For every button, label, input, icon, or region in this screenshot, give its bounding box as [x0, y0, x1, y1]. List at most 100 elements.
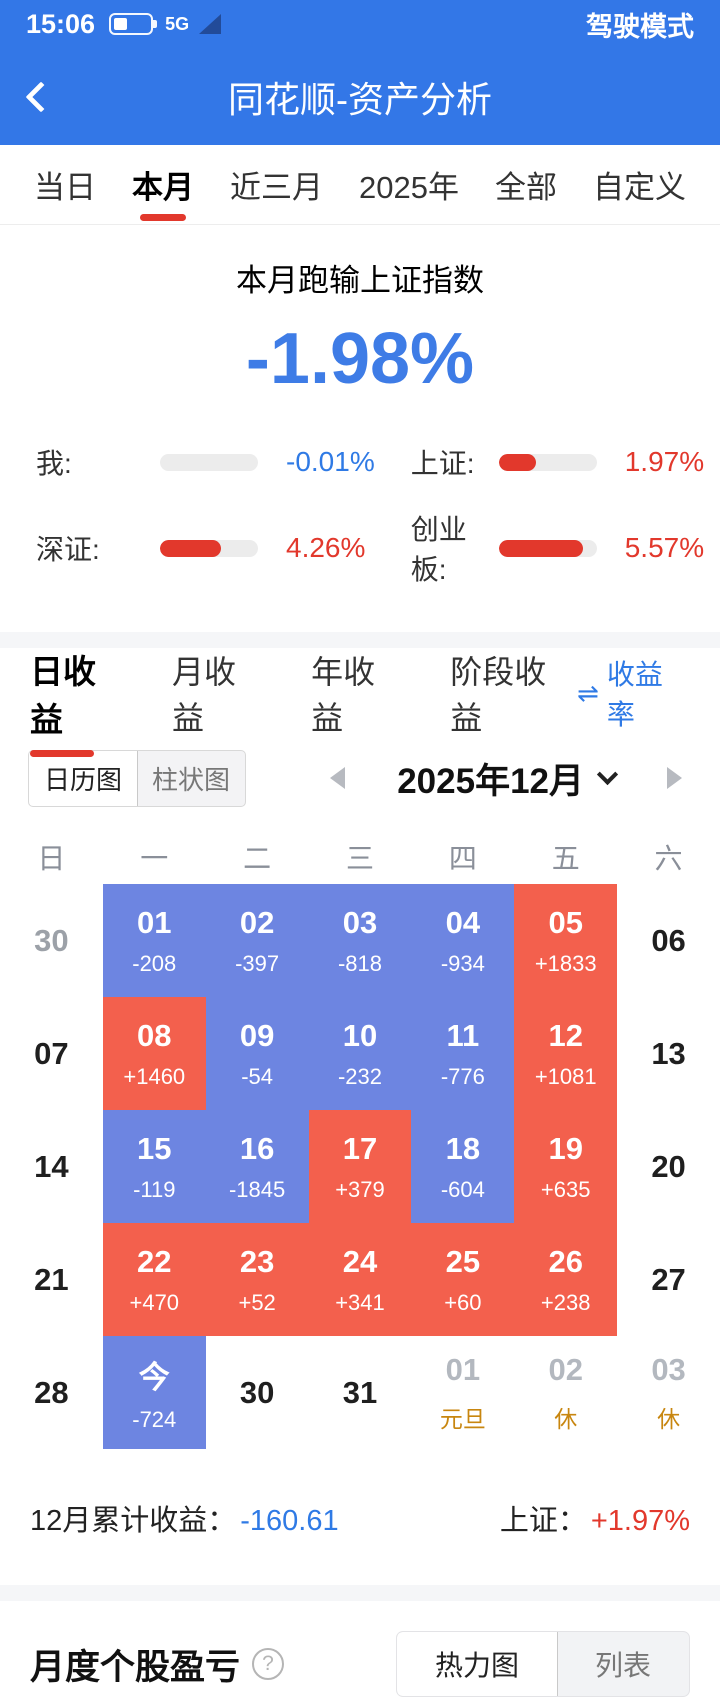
stat-row: 我: -0.01% [36, 442, 375, 482]
status-bar: 15:06 5G 驾驶模式 [0, 0, 720, 48]
calendar-day-cell[interactable]: 01 -208 [102, 884, 206, 997]
calendar-day-pnl: +238 [540, 1289, 591, 1315]
index-change: 上证： +1.97% [500, 1497, 690, 1539]
income-tab[interactable]: 阶段收益 [450, 654, 547, 736]
calendar-day-cell[interactable]: 17 +379 [308, 1110, 412, 1223]
signal-icon [199, 14, 222, 34]
calendar-day-number: 16 [239, 1130, 275, 1166]
period-tab[interactable]: 自定义 [592, 170, 686, 205]
stat-value: 1.97% [624, 446, 705, 477]
calendar-day-number: 12 [548, 1017, 583, 1053]
period-tab[interactable]: 当日 [34, 170, 96, 205]
view-toggle-option[interactable]: 列表 [594, 1650, 651, 1681]
calendar-day-pnl: -397 [235, 950, 280, 976]
weekday-label: 五 [551, 843, 580, 874]
calendar-day-cell[interactable]: 12 +1081 [514, 997, 618, 1110]
calendar-day-cell[interactable]: 15 -119 [102, 1110, 206, 1223]
view-toggle-option[interactable]: 日历图 [29, 750, 138, 806]
index-comparison-stats: 我: -0.01% 上证: 1.97% 深证: 4.26% 创业板: [36, 442, 704, 588]
calendar-day-cell[interactable]: 02 -397 [205, 884, 309, 997]
calendar-day-pnl: +60 [444, 1289, 482, 1315]
battery-icon [109, 13, 158, 35]
calendar-day-number: 14 [34, 1148, 69, 1184]
calendar-day-cell[interactable]: 04 -934 [411, 884, 515, 997]
view-toggle-option[interactable]: 柱状图 [152, 764, 231, 795]
rate-toggle-link[interactable]: ⇌ 收益率 [577, 653, 690, 733]
period-tab[interactable]: 本月 [132, 148, 194, 221]
calendar-day-cell[interactable]: 26 +238 [514, 1223, 618, 1336]
income-tab[interactable]: 年收益 [311, 654, 376, 736]
calendar-day-cell[interactable]: 23 +52 [205, 1223, 309, 1336]
calendar-day-cell[interactable]: 22 +470 [102, 1223, 206, 1336]
calendar-day-cell[interactable]: 08 +1460 [102, 997, 206, 1110]
stat-bar-fill [498, 539, 583, 557]
calendar-day-cell[interactable]: 31 [309, 1336, 412, 1449]
period-tab[interactable]: 全部 [494, 170, 557, 205]
monthly-total-label: 12月累计收益： [30, 1505, 237, 1537]
income-section-header: 日收益 月收益 年收益 阶段收益 ⇌ 收益率 [0, 650, 720, 757]
period-tab[interactable]: 2025年 [359, 170, 459, 205]
calendar-day-number: 30 [239, 1374, 275, 1410]
calendar-day-cell[interactable]: 16 -1845 [205, 1110, 309, 1223]
calendar-day-cell[interactable]: 27 [617, 1223, 720, 1336]
period-tab[interactable]: 近三月 [230, 170, 323, 205]
calendar-day-cell[interactable]: 28 [0, 1336, 103, 1449]
calendar-day-cell[interactable]: 02 休 [514, 1336, 617, 1449]
calendar-day-pnl: +1833 [534, 950, 597, 976]
calendar-grid: 30 01 -208 02 -397 03 -818 04 -934 05 [0, 884, 720, 1449]
income-tab[interactable]: 日收益 [30, 629, 128, 757]
calendar-day-number: 01 [445, 1351, 481, 1387]
stat-bar-fill [160, 539, 221, 557]
calendar-controls: 日历图 柱状图 2025年12月 [0, 742, 720, 814]
stat-bar-fill [498, 453, 536, 471]
calendar-day-number: 19 [548, 1130, 583, 1166]
weekday-label: 六 [654, 843, 683, 874]
calendar-day-cell[interactable]: 24 +341 [308, 1223, 412, 1336]
period-tab-bar: 当日 本月 近三月 2025年 全部 自定义 [0, 145, 720, 225]
calendar-day-cell[interactable]: 13 [617, 997, 720, 1110]
stat-bar-track [498, 453, 597, 471]
stat-row: 上证: 1.97% [411, 442, 704, 482]
calendar-day-cell[interactable]: 10 -232 [308, 997, 412, 1110]
index-change-label: 上证： [499, 1505, 587, 1537]
battery-fill [114, 18, 127, 30]
calendar-day-cell[interactable]: 25 +60 [411, 1223, 515, 1336]
calendar-day-cell[interactable]: 03 -818 [308, 884, 412, 997]
calendar-day-pnl: +1081 [534, 1063, 597, 1089]
back-arrow-icon [25, 80, 57, 113]
calendar-day-cell[interactable]: 18 -604 [411, 1110, 515, 1223]
calendar-day-pnl: +52 [238, 1289, 276, 1315]
calendar-day-cell[interactable]: 05 +1833 [514, 884, 618, 997]
calendar-day-cell[interactable]: 01 元旦 [411, 1336, 514, 1449]
calendar-day-pnl: -724 [132, 1407, 177, 1432]
calendar-day-number: 20 [651, 1148, 686, 1184]
calendar-day-cell[interactable]: 今 -724 [102, 1336, 206, 1449]
back-button[interactable] [24, 48, 104, 145]
calendar-day-cell[interactable]: 07 [0, 997, 103, 1110]
calendar-day-pnl: +470 [129, 1289, 180, 1315]
calendar-day-cell[interactable]: 30 [0, 884, 103, 997]
calendar-day-cell[interactable]: 09 -54 [205, 997, 309, 1110]
calendar-day-number: 03 [651, 1351, 686, 1387]
main-percentage: -1.98% [245, 319, 475, 399]
income-tab[interactable]: 月收益 [172, 654, 237, 736]
stat-value: 4.26% [286, 532, 366, 563]
view-toggle-option[interactable]: 热力图 [396, 1632, 557, 1696]
next-month-button[interactable] [667, 767, 682, 789]
weekday-label: 日 [37, 843, 66, 874]
calendar-day-cell[interactable]: 21 [0, 1223, 103, 1336]
month-selector[interactable]: 2025年12月 [397, 753, 619, 804]
calendar-day-cell[interactable]: 20 [617, 1110, 720, 1223]
calendar-day-pnl: +1460 [123, 1063, 186, 1089]
calendar-day-number: 17 [342, 1130, 378, 1166]
help-icon[interactable]: ? [252, 1648, 285, 1680]
calendar-day-cell[interactable]: 06 [617, 884, 720, 997]
calendar-day-cell[interactable]: 11 -776 [411, 997, 515, 1110]
calendar-day-cell[interactable]: 30 [206, 1336, 309, 1449]
calendar-day-cell[interactable]: 19 +635 [514, 1110, 618, 1223]
calendar-day-note: 休 [554, 1405, 578, 1432]
prev-month-button[interactable] [330, 767, 346, 789]
calendar-day-cell[interactable]: 03 休 [617, 1336, 720, 1449]
calendar-day-cell[interactable]: 14 [0, 1110, 103, 1223]
weekday-label: 一 [140, 843, 169, 874]
